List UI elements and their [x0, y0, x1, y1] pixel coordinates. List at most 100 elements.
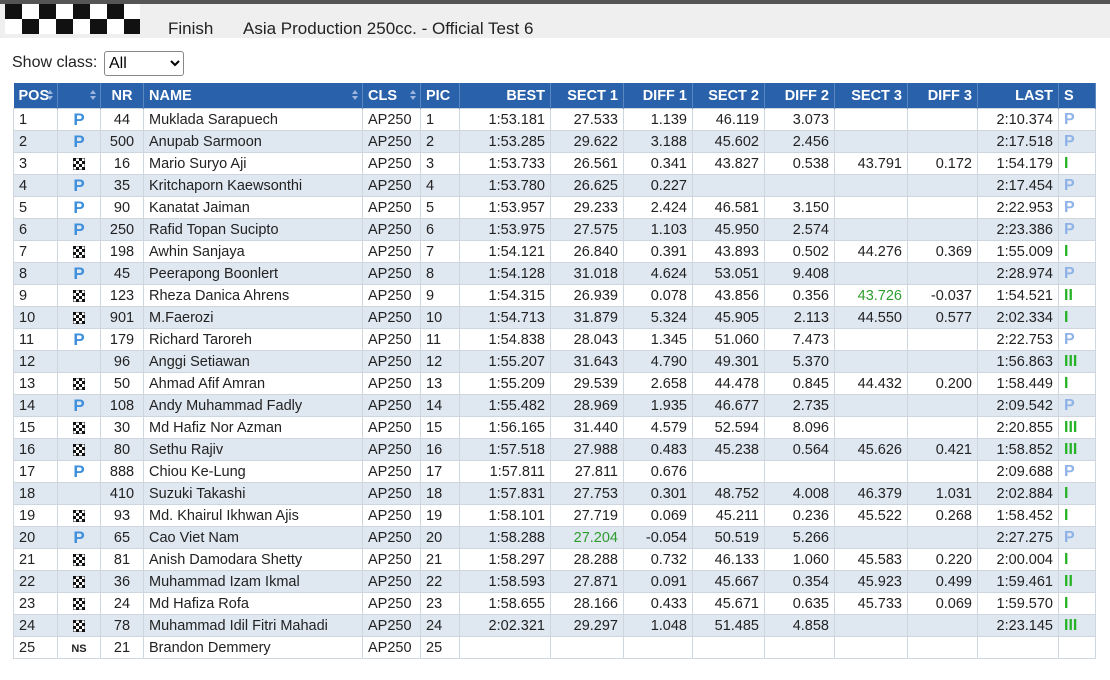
column-header[interactable]: [57, 83, 101, 109]
chequer-square: [73, 166, 76, 170]
table-cell: 9: [13, 284, 58, 307]
cell-text: 9: [19, 287, 28, 304]
table-body: 1 P 44 Muklada Sarapuech AP250 1 1:53.181 27.53…: [13, 108, 1096, 659]
table-cell: AP250: [362, 306, 421, 329]
cell-text: 19: [19, 507, 36, 524]
table-cell: 3.150: [764, 196, 835, 219]
table-cell: 0.499: [907, 570, 978, 593]
pit-icon: P: [73, 329, 85, 349]
chequer-square: [76, 377, 79, 381]
cell-text: 46.133: [714, 551, 759, 568]
table-cell: [907, 262, 978, 285]
table-cell: AP250: [362, 174, 421, 197]
table-cell: [907, 416, 978, 439]
table-cell: 16: [420, 438, 460, 461]
cell-text: 45.626: [857, 441, 902, 458]
table-cell: 17: [13, 460, 58, 483]
column-header: S: [1058, 83, 1096, 109]
chequer-square: [76, 160, 79, 164]
chequer-square: [76, 575, 79, 579]
table-cell: 10: [420, 306, 460, 329]
table-cell: 2:23.386: [977, 218, 1059, 241]
table-cell: P: [1058, 328, 1096, 351]
table-cell: 2.113: [764, 306, 835, 329]
table-cell: 65: [100, 526, 144, 549]
column-label: PIC: [426, 87, 451, 104]
cell-text: 4.008: [792, 485, 829, 502]
table-cell: 81: [100, 548, 144, 571]
cell-text: 3.150: [792, 199, 829, 216]
column-header: DIFF 1: [623, 83, 693, 109]
table-cell: Anish Damodara Shetty: [143, 548, 363, 571]
table-cell: 29.233: [550, 196, 624, 219]
column-label: CLS: [368, 87, 397, 104]
chequer-square: [79, 512, 82, 516]
table-cell: 46.581: [692, 196, 765, 219]
table-cell: [57, 350, 101, 373]
cell-text: 1:55.482: [488, 397, 545, 414]
table-cell: [834, 218, 908, 241]
chequer-square: [73, 311, 76, 315]
table-cell: 19: [420, 504, 460, 527]
cell-text: 50: [113, 375, 131, 392]
chequer-square: [82, 314, 85, 318]
cell-text: 179: [109, 331, 135, 348]
table-cell: [907, 218, 978, 241]
session-status: Finish: [168, 19, 214, 38]
cell-text: 46.677: [714, 397, 759, 414]
cell-text: 3.188: [650, 133, 687, 150]
column-header[interactable]: CLS: [362, 83, 421, 109]
cell-text: 2:23.145: [996, 617, 1053, 634]
table-cell: 78: [100, 614, 144, 637]
table-cell: 43.827: [692, 152, 765, 175]
chequered-icon: [72, 311, 86, 325]
table-cell: 4.858: [764, 614, 835, 637]
class-select[interactable]: All: [104, 51, 184, 76]
cell-text: 1:53.780: [488, 177, 545, 194]
chequer-square: [76, 559, 79, 563]
table-cell: [57, 504, 101, 527]
status-flag: P: [1064, 330, 1075, 348]
table-cell: 44.276: [834, 240, 908, 263]
table-cell: 46.379: [834, 482, 908, 505]
table-cell: [834, 174, 908, 197]
column-header[interactable]: POS: [13, 83, 58, 109]
chequer-square: [82, 443, 85, 447]
chequer-square: [82, 421, 85, 425]
chequer-square: [73, 578, 76, 582]
status-flag: II: [1064, 572, 1073, 590]
cell-text: 0.502: [792, 243, 829, 260]
chequer-square: [79, 166, 82, 170]
chequer-square: [73, 314, 76, 318]
chequer-square: [79, 628, 82, 632]
cell-text: 2:02.334: [996, 309, 1053, 326]
table-cell: 1:56.165: [459, 416, 551, 439]
cell-text: 8: [426, 265, 435, 282]
cell-text: 50.519: [714, 529, 759, 546]
sort-arrows: [47, 90, 53, 101]
cell-text: 21: [426, 551, 443, 568]
chequer-square: [73, 518, 76, 522]
header-row: POS NR NAME CLS PIC BEST SECT 1 DIFF 1 SECT 2 DIF…: [13, 83, 1096, 109]
table-cell: AP250: [362, 196, 421, 219]
table-cell: 22: [13, 570, 58, 593]
table-cell: 1:55.209: [459, 372, 551, 395]
table-cell: I: [1058, 152, 1096, 175]
table-cell: 20: [13, 526, 58, 549]
table-cell: 11: [13, 328, 58, 351]
table-cell: 5: [13, 196, 58, 219]
chequer-square: [82, 317, 85, 321]
cell-text: 1: [426, 111, 435, 128]
chequer-square: [79, 427, 82, 431]
table-cell: 8: [13, 262, 58, 285]
table-cell: 1:54.838: [459, 328, 551, 351]
chequer-square: [82, 430, 85, 434]
chequer-square: [76, 298, 79, 302]
chequer-square: [73, 160, 76, 164]
column-header[interactable]: NAME: [143, 83, 363, 109]
cell-text: 0.421: [935, 441, 972, 458]
chequer-square: [82, 518, 85, 522]
header-band: [0, 4, 1110, 38]
table-cell: 500: [100, 130, 144, 153]
result-row: 12 96 Anggi Setiawan AP250 12 1:55.207 31.643 4…: [13, 350, 1096, 373]
